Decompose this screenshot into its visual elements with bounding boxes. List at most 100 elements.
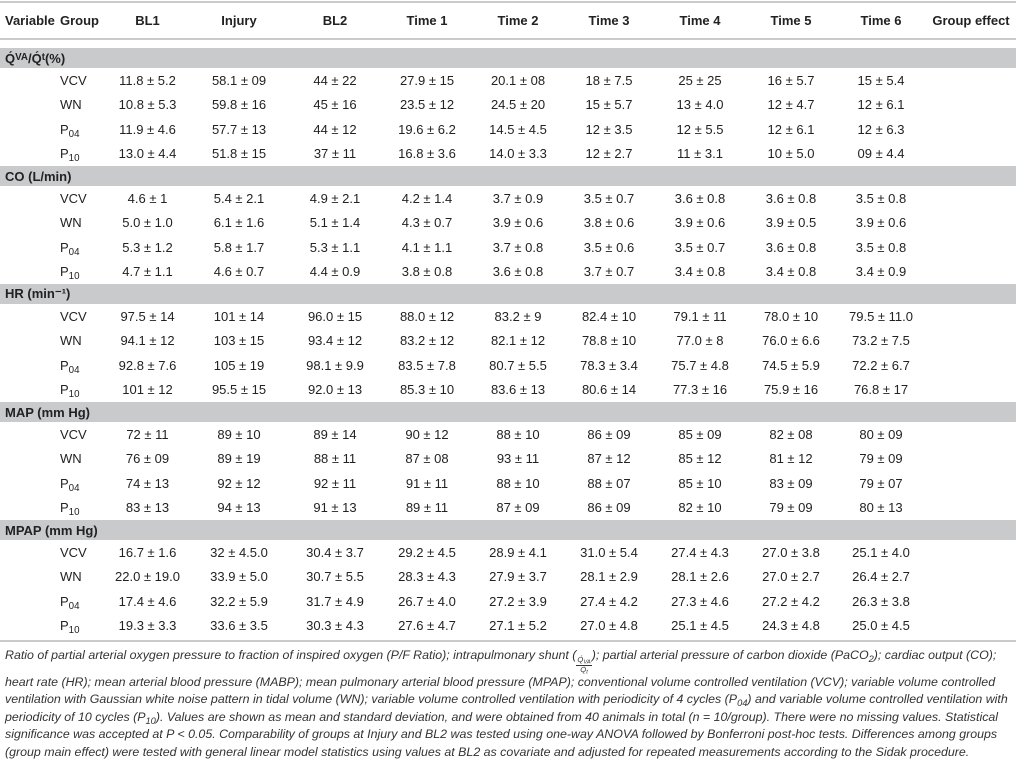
cell-time6: 15 ± 5.4	[857, 72, 905, 88]
cell-time3: 15 ± 5.7	[585, 97, 633, 113]
group-name: WN	[60, 333, 82, 349]
text-segment: ); cardiac output (CO);	[873, 648, 997, 662]
cell-time5: 3.6 ± 0.8	[765, 239, 817, 255]
cell-time4: 27.3 ± 4.6	[671, 593, 729, 609]
text-segment: heart rate (HR); mean arterial blood pre…	[5, 674, 996, 689]
cell-injury: 92 ± 12	[217, 475, 261, 491]
group-cell: WN	[58, 451, 105, 466]
header-bl1: BL1	[135, 13, 160, 28]
group-subscript: 10	[68, 153, 80, 165]
cell-time6: 3.9 ± 0.6	[855, 215, 907, 231]
group-subscript: 10	[68, 389, 80, 401]
cell-bl1: 13.0 ± 4.4	[118, 146, 177, 162]
cell-time3: 12 ± 2.7	[585, 146, 633, 162]
group-name: WN	[60, 97, 82, 113]
cell-injury: 58.1 ± 09	[211, 72, 267, 88]
cell-time6: 3.4 ± 0.9	[855, 264, 907, 280]
cell-time2: 3.7 ± 0.8	[492, 239, 544, 255]
cell-bl1: 11.9 ± 4.6	[119, 121, 176, 137]
cell-bl1: 97.5 ± 14	[120, 308, 175, 324]
cell-injury: 101 ± 14	[213, 308, 265, 324]
cell-time4: 85 ± 10	[678, 475, 722, 491]
group-name: VCV	[60, 426, 87, 442]
table-header-row: Variable Group BL1 Injury BL2 Time 1 Tim…	[0, 3, 1016, 38]
cell-time1: 83.5 ± 7.8	[398, 357, 456, 373]
table-caption: Ratio of partial arterial oxygen pressur…	[5, 647, 1013, 762]
numerator-subscript: VA	[583, 660, 591, 667]
denominator-symbol: Q́	[580, 664, 587, 674]
text-segment: ) and variable volume controlled ventila…	[747, 692, 1008, 707]
cell-time6: 79 ± 07	[859, 475, 903, 491]
cell-time5: 16 ± 5.7	[767, 72, 815, 88]
cell-time4: 27.4 ± 4.3	[671, 544, 729, 560]
table-row: P10 83 ± 13 94 ± 13 91 ± 13 89 ± 11 87 ± 09 86…	[0, 496, 1016, 521]
group-subscript: 10	[68, 271, 80, 283]
section-header: Q́ VA/Q́ t (%)	[0, 48, 1016, 68]
section-header: CO (L/min)	[0, 166, 1016, 186]
group-cell: P10	[58, 382, 105, 401]
subscript: 2	[868, 653, 874, 664]
group-cell: VCV	[58, 191, 105, 206]
table-row: P04 11.9 ± 4.6 57.7 ± 13 44 ± 12 19.6 ± 6.2 1…	[0, 117, 1016, 142]
caption-line: significance was accepted at P < 0.05. C…	[5, 726, 1013, 744]
cell-bl1: 16.7 ± 1.6	[118, 544, 177, 560]
cell-time1: 87 ± 08	[405, 451, 449, 467]
cell-bl1: 4.6 ± 1	[127, 190, 168, 206]
header-bl2: BL2	[322, 13, 348, 28]
cell-time1: 3.8 ± 0.8	[401, 264, 453, 280]
cell-bl1: 83 ± 13	[125, 500, 170, 516]
section-header: MAP (mm Hg)	[0, 402, 1016, 422]
group-cell: VCV	[58, 73, 105, 88]
group-cell: P10	[58, 500, 105, 517]
cell-time5: 12 ± 4.7	[767, 97, 815, 113]
text-segment: MAP (mm Hg)	[5, 404, 90, 420]
header-injury: Injury	[221, 13, 257, 28]
group-name: VCV	[60, 72, 87, 88]
cell-bl1: 10.8 ± 5.3	[118, 97, 177, 113]
cell-time5: 74.5 ± 5.9	[762, 357, 820, 373]
cell-time1: 90 ± 12	[405, 426, 449, 442]
cell-injury: 95.5 ± 15	[211, 382, 267, 398]
cell-time6: 80 ± 13	[859, 500, 903, 516]
cell-time6: 09 ± 4.4	[857, 146, 905, 162]
cell-time3: 86 ± 09	[587, 426, 631, 442]
cell-bl2: 93.4 ± 12	[307, 333, 363, 349]
cell-injury: 33.9 ± 5.0	[210, 569, 268, 585]
table-row: P10 101 ± 12 95.5 ± 15 92.0 ± 13 85.3 ± 10 83…	[0, 378, 1016, 403]
cell-time2: 83.6 ± 13	[490, 382, 546, 398]
table-row: P04 92.8 ± 7.6 105 ± 19 98.1 ± 9.9 83.5 ± 7.…	[0, 353, 1016, 378]
cell-time5: 82 ± 08	[769, 426, 813, 442]
cell-time2: 80.7 ± 5.5	[489, 357, 547, 373]
cell-time3: 28.1 ± 2.9	[580, 569, 638, 585]
cell-time5: 3.9 ± 0.5	[765, 215, 817, 231]
cell-time2: 27.9 ± 3.7	[489, 569, 547, 585]
cell-bl1: 19.3 ± 3.3	[118, 618, 177, 634]
group-cell: P04	[58, 476, 105, 493]
text-segment: ); partial arterial pressure of carbon d…	[591, 648, 869, 662]
group-cell: WN	[58, 97, 105, 112]
fraction-denominator: Q́t	[580, 664, 588, 675]
table-top-rule	[0, 1, 1016, 3]
cell-time2: 3.6 ± 0.8	[492, 264, 544, 280]
text-segment: (%)	[44, 50, 66, 66]
cell-injury: 103 ± 15	[213, 333, 265, 349]
cell-time3: 3.7 ± 0.7	[583, 264, 635, 280]
cell-time4: 75.7 ± 4.8	[671, 357, 729, 373]
group-subscript: 04	[68, 364, 80, 376]
cell-bl2: 92 ± 11	[313, 475, 357, 491]
cell-injury: 57.7 ± 13	[211, 121, 267, 137]
caption-line: Ratio of partial arterial oxygen pressur…	[5, 647, 1013, 675]
group-name: P	[60, 593, 69, 609]
group-cell: WN	[58, 333, 105, 348]
table-row: P04 17.4 ± 4.6 32.2 ± 5.9 31.7 ± 4.9 26.7 ± …	[0, 589, 1016, 614]
cell-time5: 24.3 ± 4.8	[762, 618, 820, 634]
cell-time6: 26.4 ± 2.7	[852, 569, 910, 585]
group-cell: WN	[58, 215, 105, 230]
table-row: VCV 16.7 ± 1.6 32 ± 4.5.0 30.4 ± 3.7 29.2 ± …	[0, 540, 1016, 565]
cell-time1: 19.6 ± 6.2	[398, 121, 456, 137]
cell-bl2: 44 ± 12	[313, 121, 357, 137]
cell-bl2: 45 ± 16	[313, 97, 357, 113]
cell-time2: 27.2 ± 3.9	[489, 593, 547, 609]
cell-injury: 59.8 ± 16	[211, 97, 267, 113]
table-row: P10 4.7 ± 1.1 4.6 ± 0.7 4.4 ± 0.9 3.8 ± 0.8 3…	[0, 260, 1016, 285]
